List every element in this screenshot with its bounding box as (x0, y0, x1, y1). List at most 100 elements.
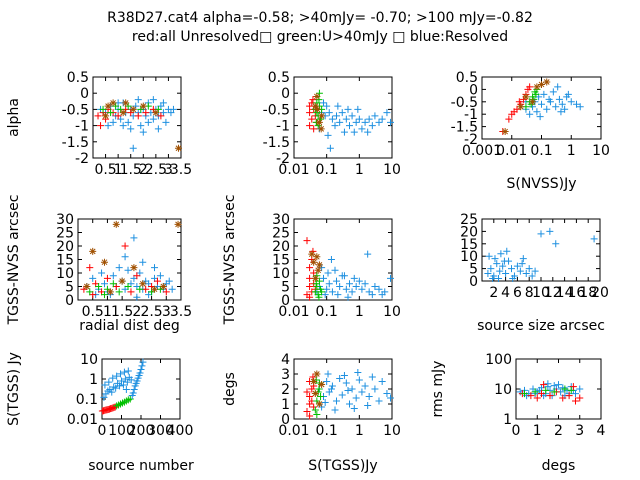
data-point-dark-cross (523, 93, 529, 100)
y-tick-label: 15 (56, 253, 74, 269)
x-tick-label: 0.1 (530, 143, 552, 159)
y-axis-label: rms mJy (430, 361, 446, 418)
data-point-red (306, 393, 314, 400)
data-point-blue (113, 372, 121, 380)
data-point-blue (358, 388, 366, 396)
data-point-blue (383, 390, 391, 397)
data-point-blue (346, 122, 353, 130)
data-point-blue (327, 385, 335, 393)
data-point-blue (331, 406, 339, 414)
y-tick-label: -0.5 (62, 102, 89, 118)
data-point-green (542, 386, 550, 394)
title-line-2: red:all Unresolved□ green:U>40mJy □ blue… (132, 29, 508, 45)
data-point-green (109, 280, 117, 288)
data-point-red (308, 115, 316, 123)
data-point-red (303, 388, 311, 396)
data-point-blue (133, 293, 141, 301)
data-point-red (133, 272, 141, 280)
data-point-red (515, 98, 523, 106)
data-point-blue (321, 399, 329, 406)
data-point-dark-cross (122, 100, 129, 106)
y-axis-label: alpha (6, 98, 22, 137)
series-blue (313, 99, 395, 152)
data-point-red (533, 394, 541, 402)
data-point-red (303, 408, 311, 415)
data-point-blue (361, 382, 369, 390)
data-point-blue (346, 280, 353, 288)
data-point-blue (333, 112, 340, 120)
data-point-blue (327, 256, 335, 263)
data-point-blue (365, 393, 373, 400)
data-point-blue (491, 255, 499, 263)
data-point-red (565, 392, 573, 400)
data-point-dark-cross (310, 378, 317, 385)
data-point-red (309, 96, 317, 104)
y-tick-label: 25 (272, 226, 290, 242)
y-tick-label: 10 (272, 266, 290, 282)
series-blue (484, 227, 598, 283)
x-tick-label: 1 (355, 162, 364, 178)
data-point-blue (375, 118, 383, 126)
data-point-blue (368, 291, 376, 299)
data-point-blue (558, 100, 566, 108)
x-tick-label: 16 (567, 285, 585, 301)
data-point-blue (98, 269, 106, 277)
data-point-dark-cross (312, 390, 319, 397)
x-axis-label: source number (88, 458, 194, 474)
data-point-dark-cross (316, 262, 323, 268)
data-point-blue (331, 266, 339, 274)
data-point-red (538, 390, 545, 398)
data-point-blue (545, 95, 553, 103)
data-point-blue (124, 118, 132, 126)
data-point-blue (371, 385, 379, 393)
data-point-dark-cross (517, 103, 524, 110)
data-point-blue (355, 277, 363, 285)
data-point-dark-cross (538, 81, 545, 88)
data-point-blue (513, 262, 521, 270)
data-point-blue (336, 375, 344, 382)
plot-frame (77, 218, 182, 301)
data-point-blue (538, 100, 545, 108)
data-point-blue (100, 280, 108, 288)
x-axis-label: degs (542, 458, 576, 474)
data-point-blue (138, 362, 146, 370)
x-tick-label: 200 (128, 423, 155, 439)
data-point-red (121, 242, 129, 250)
data-point-blue (129, 144, 137, 152)
y-tick-label: 100 (485, 352, 512, 368)
data-point-red (303, 237, 311, 245)
data-point-blue (324, 370, 332, 378)
data-point-red (306, 264, 314, 272)
x-tick-label: 3 (162, 304, 171, 320)
data-point-dark-cross (316, 401, 323, 407)
x-tick-label: 18 (579, 285, 597, 301)
data-point-green (95, 283, 103, 290)
data-point-blue (168, 285, 176, 293)
series-dark (311, 92, 326, 133)
data-point-blue (336, 283, 344, 290)
data-point-blue (136, 369, 144, 377)
data-point-dark-cross (139, 280, 146, 287)
series-green (311, 272, 326, 301)
data-point-blue (338, 109, 346, 117)
data-point-dark-cross (313, 93, 320, 100)
y-tick-label: 15 (272, 253, 290, 269)
x-tick-label: 1 (103, 304, 112, 320)
data-point-blue (121, 253, 129, 261)
data-point-blue (325, 280, 333, 288)
x-tick-label: 4 (597, 423, 606, 439)
data-point-red (540, 381, 548, 389)
data-point-blue (528, 272, 536, 280)
series-dark (83, 220, 182, 296)
data-point-blue (537, 230, 545, 238)
y-tick-label: -2 (75, 151, 89, 167)
y-tick-label: 20 (460, 224, 478, 240)
data-point-blue (328, 115, 336, 123)
series-blue (100, 358, 147, 401)
data-point-blue (344, 293, 352, 301)
data-point-dark-cross (316, 119, 323, 126)
data-point-blue (572, 100, 580, 108)
data-point-dark-cross (315, 267, 322, 274)
